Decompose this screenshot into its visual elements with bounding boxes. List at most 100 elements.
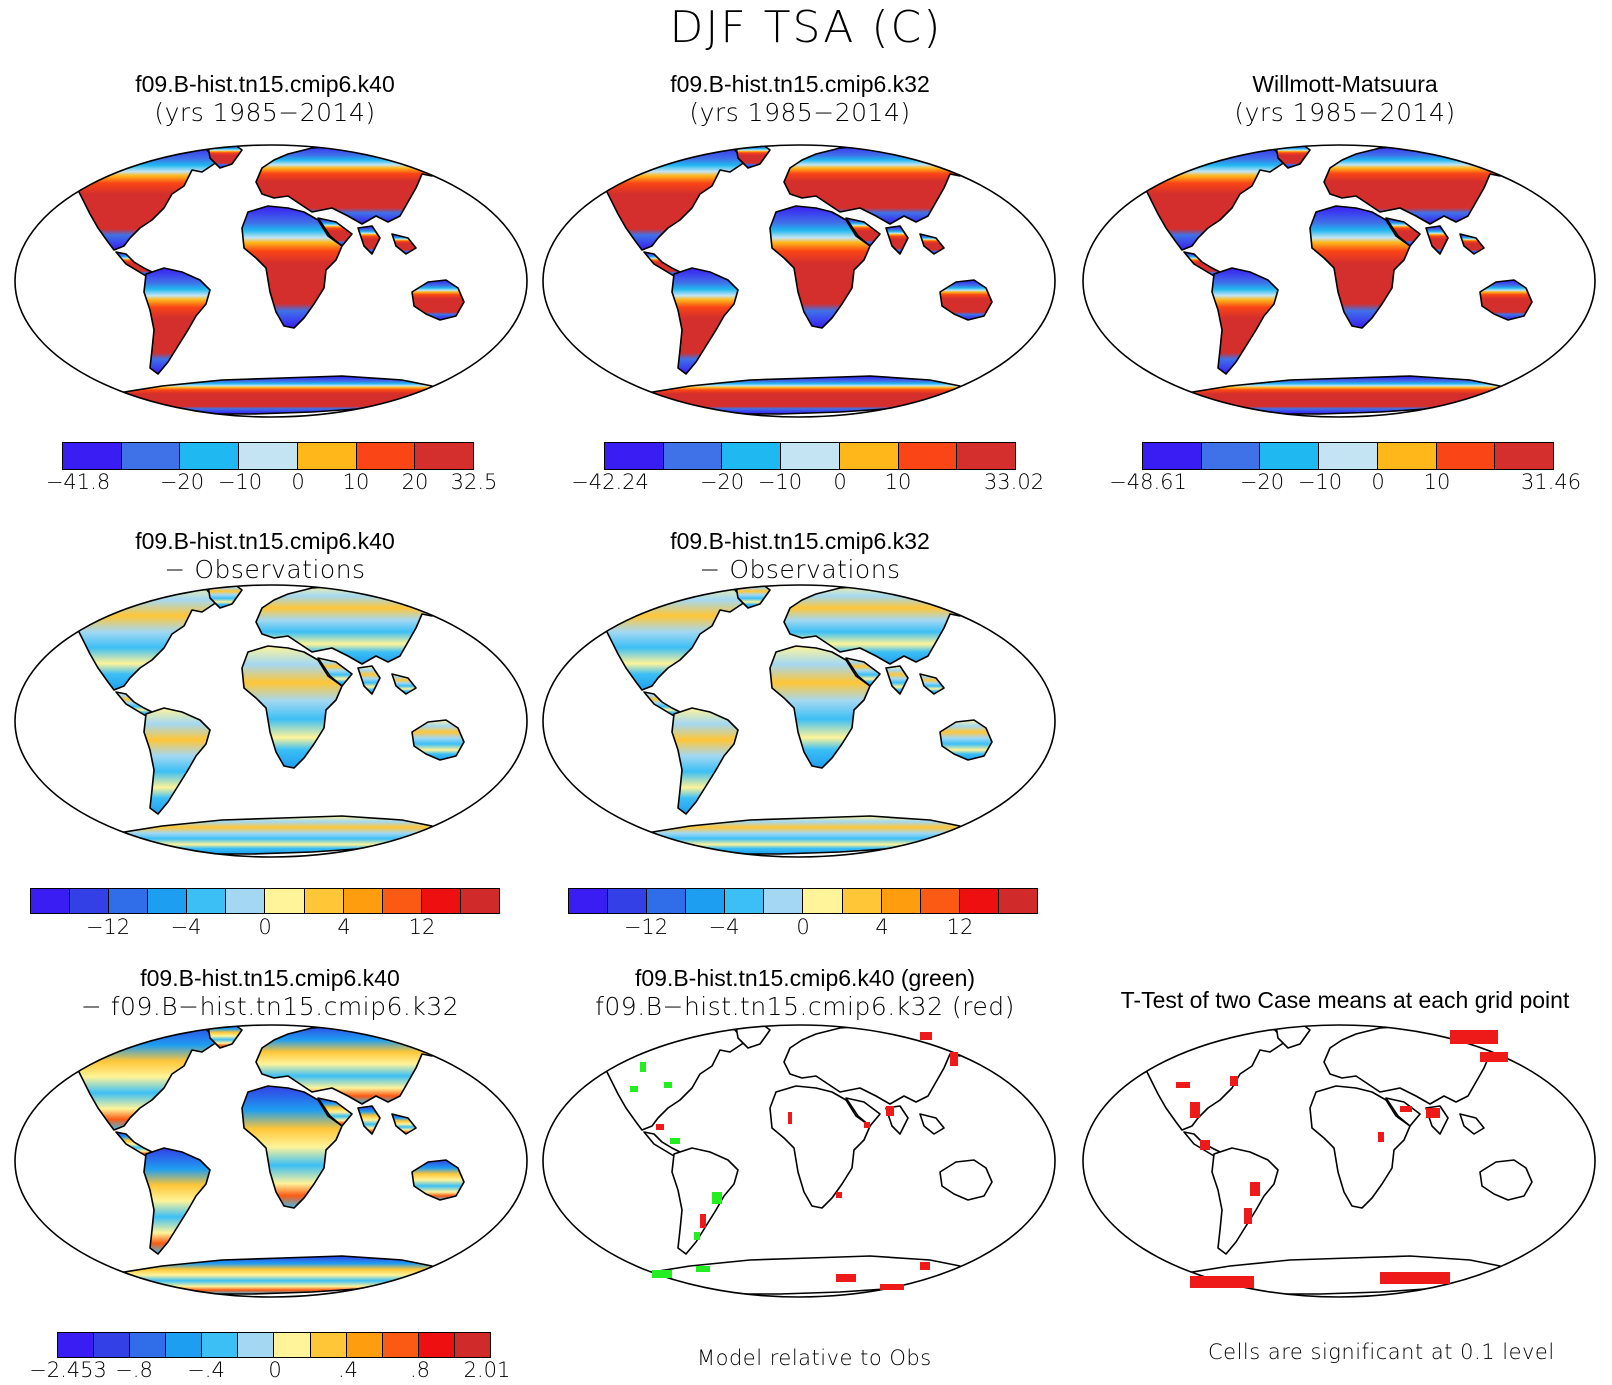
significant-cell-case1 [670, 1138, 680, 1144]
continent-gr [1275, 145, 1311, 169]
panel-7-title-line2: f09.B−hist.tn15.cmip6.k32 (red) [595, 992, 1015, 1021]
panel-1-title: f09.B-hist.tn15.cmip6.k40 (yrs 1985−2014… [55, 70, 475, 128]
panel-7-title-line1: f09.B-hist.tn15.cmip6.k40 (green) [634, 965, 976, 991]
colorbar-segment [454, 1333, 490, 1357]
panel-4-title-line2: − Observations [164, 555, 366, 584]
panel-3-title: Willmott-Matsuura (yrs 1985−2014) [1135, 70, 1555, 128]
continent-au [1479, 1159, 1533, 1201]
colorbar-3 [1142, 442, 1554, 470]
colorbar-segment [202, 1333, 239, 1357]
panel-2-title: f09.B-hist.tn15.cmip6.k32 (yrs 1985−2014… [590, 70, 1010, 128]
colorbar-segment [382, 889, 422, 913]
colorbar-segment [187, 889, 227, 913]
cb1-tick: −10 [217, 470, 263, 494]
significant-cell-ttest [1400, 1106, 1412, 1112]
significant-cell-case2 [836, 1192, 842, 1198]
colorbar-segment [920, 889, 960, 913]
significant-cell-case1 [652, 1270, 672, 1278]
map-land-group [65, 1025, 465, 1295]
cb2-tick: −10 [757, 470, 803, 494]
continent-sea [1459, 233, 1485, 255]
significant-cell-ttest [1450, 1030, 1498, 1044]
cb6-tick: .4 [337, 1358, 359, 1382]
cb2-tick: −20 [699, 470, 745, 494]
cb1-tick: −20 [159, 470, 205, 494]
cb1-tick: 32.5 [450, 470, 498, 494]
panel-2-title-line1: f09.B-hist.tn15.cmip6.k32 [670, 71, 930, 97]
continent-au [1479, 279, 1533, 321]
panel-5-title: f09.B-hist.tn15.cmip6.k32 − Observations [590, 527, 1010, 585]
colorbar-segment [265, 889, 305, 913]
colorbar-segment [226, 889, 266, 913]
map-panel-1 [14, 144, 528, 418]
colorbar-segment [310, 1333, 347, 1357]
continent-sa [143, 1147, 211, 1255]
panel-1-title-line2: (yrs 1985−2014) [154, 98, 376, 127]
colorbar-segment [998, 889, 1037, 913]
colorbar-segment [63, 443, 122, 469]
continent-gr [207, 145, 243, 169]
colorbar-segment [415, 443, 474, 469]
cb5-tick: 12 [946, 915, 974, 939]
colorbar-segment [686, 889, 726, 913]
cb3-tick: 0 [1371, 470, 1385, 494]
panel-1-title-line1: f09.B-hist.tn15.cmip6.k40 [135, 71, 395, 97]
cb1-tick: −41.8 [45, 470, 111, 494]
panel-4-title-line1: f09.B-hist.tn15.cmip6.k40 [135, 528, 395, 554]
map-panel-5 [542, 584, 1056, 858]
panel-5-title-line1: f09.B-hist.tn15.cmip6.k32 [670, 528, 930, 554]
cb5-tick: −4 [708, 915, 740, 939]
map-land-group [593, 585, 993, 855]
cb3-tick: −20 [1239, 470, 1285, 494]
cb1-tick: 10 [342, 470, 370, 494]
panel-5-title-line2: − Observations [699, 555, 901, 584]
map-land-group [593, 145, 993, 415]
significant-cell-ttest [1176, 1082, 1190, 1088]
colorbar-segment [304, 889, 344, 913]
colorbar-segment [94, 1333, 131, 1357]
cb4-tick: −12 [85, 915, 131, 939]
continent-gr [1275, 1025, 1311, 1049]
colorbar-segment [881, 889, 921, 913]
panel-8-title-line1: T-Test of two Case means at each grid po… [1120, 987, 1570, 1013]
continent-af [241, 205, 343, 329]
colorbar-segment [121, 443, 181, 469]
continent-au [939, 279, 993, 321]
colorbar-segment [1143, 443, 1202, 469]
panel-4-title: f09.B-hist.tn15.cmip6.k40 − Observations [55, 527, 475, 585]
map-boundary [14, 584, 528, 858]
significant-cell-ttest [1380, 1272, 1450, 1284]
continent-in [357, 1105, 381, 1135]
continent-ar [317, 217, 353, 247]
map-panel-3 [1082, 144, 1596, 418]
significant-cell-ttest [1190, 1276, 1254, 1288]
continent-af [769, 645, 871, 769]
significant-cell-ttest [1244, 1208, 1252, 1224]
colorbar-segment [1319, 443, 1378, 469]
colorbar-segment [238, 1333, 275, 1357]
note-model-relative-to-obs: Model relative to Obs [697, 1346, 932, 1370]
colorbar-segment [1495, 443, 1554, 469]
continent-in [1425, 225, 1449, 255]
colorbar-segment [839, 443, 899, 469]
cb1-tick: 0 [291, 470, 305, 494]
cb6-tick: −2.453 [29, 1358, 107, 1382]
colorbar-segment [297, 443, 357, 469]
cb5-tick: 4 [875, 915, 889, 939]
cb1-tick: 20 [401, 470, 429, 494]
cb2-tick: 33.02 [983, 470, 1045, 494]
cb2-tick: −42.24 [571, 470, 649, 494]
continent-af [1309, 1085, 1411, 1209]
continent-af [1309, 205, 1411, 329]
cb6-tick: .8 [409, 1358, 431, 1382]
colorbar-segment [166, 1333, 203, 1357]
colorbar-segment [898, 443, 958, 469]
colorbar-segment [418, 1333, 455, 1357]
continent-sa [671, 267, 739, 375]
colorbar-segment [1436, 443, 1496, 469]
continent-sa [143, 707, 211, 815]
map-boundary [542, 584, 1056, 858]
continent-sa [1211, 1147, 1279, 1255]
significant-cell-case2 [864, 1122, 870, 1128]
colorbar-segment [130, 1333, 167, 1357]
